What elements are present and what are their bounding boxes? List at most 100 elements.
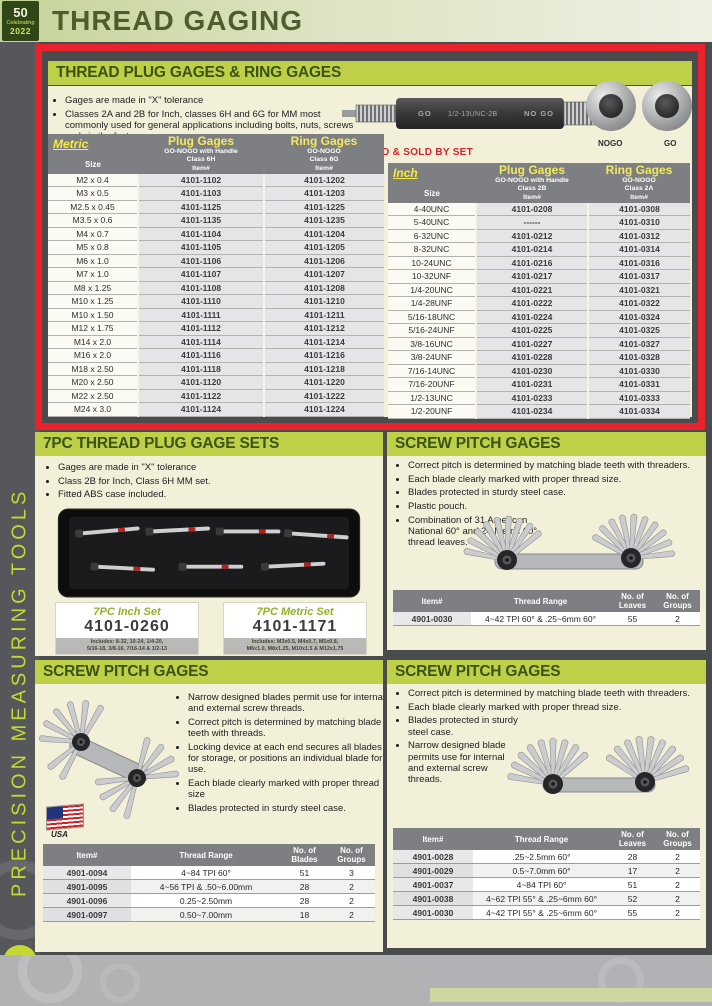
bullet-item: Blades protected in sturdy steel case. — [408, 715, 520, 737]
priced-sold-note: PRICED & SOLD BY SET — [350, 147, 474, 158]
usa-label: USA — [51, 830, 68, 839]
section-screw-pitch-locking: SCREW PITCH GAGES Narrow designed blades… — [35, 660, 383, 952]
bullet-item: Correct pitch is determined by matching … — [408, 460, 706, 471]
logo-year: 2022 — [10, 25, 31, 36]
bullet-item: Each blade clearly marked with proper th… — [188, 778, 383, 800]
table-row: 6-32UNC 4101-0212 4101-0312 — [388, 229, 690, 244]
table-row: M6 x 1.0 4101-1106 4101-1206 — [48, 254, 384, 269]
metric-gage-table: Metric Size Plug Gages GO-NOGO with Hand… — [48, 134, 384, 417]
screw-pitch-gage-image — [462, 513, 676, 570]
section-title-screw-pitch-locking: SCREW PITCH GAGES — [35, 660, 383, 684]
combo-bullets: Correct pitch is determined by matching … — [395, 460, 706, 551]
sidebar-vertical-label: PRECISION MEASURING TOOLS — [8, 487, 31, 897]
table-row: M16 x 2.0 4101-1116 4101-1216 — [48, 348, 384, 363]
bullet-item: Each blade clearly marked with proper th… — [408, 474, 706, 485]
screw-pitch-gage-image — [39, 699, 179, 820]
sidebar: PRECISION MEASURING TOOLS 31 — [0, 42, 40, 955]
table-row: M5 x 0.8 4101-1105 4101-1205 — [48, 240, 384, 255]
inch-size-header: Inch Size — [388, 163, 476, 203]
bullet-item: Narrow designed blade permits use for in… — [408, 740, 520, 785]
page-header: 50 Celebrating 2022 THREAD GAGING — [0, 0, 712, 42]
inch-table-body: 4-40UNC 4101-0208 4101-0308 5-40UNC ------ 41… — [388, 202, 690, 419]
ring-go-label: GO — [664, 139, 677, 148]
plug-thread-left — [355, 104, 397, 123]
bullet-item: Gages are made in "X" tolerance — [65, 95, 365, 106]
metric-table-header-row: Metric Size Plug Gages GO-NOGO with Hand… — [48, 134, 384, 174]
table-row: 5-40UNC ------ 4101-0310 — [388, 215, 690, 230]
ring-gages-image — [586, 81, 692, 131]
table-row: M4 x 0.7 4101-1104 4101-1204 — [48, 227, 384, 242]
logo-50: 50 — [13, 4, 28, 20]
metric-region-label: Metric — [53, 137, 89, 151]
page-title: THREAD GAGING — [52, 5, 303, 36]
locking-table: Item# Thread Range No. of Blades No. of … — [43, 844, 375, 923]
narrow-bullets: Correct pitch is determined by matching … — [395, 688, 706, 788]
set-item-metric: 4101-1171 — [252, 618, 338, 635]
combo-table-header-row: Item# Thread Range No. of Leaves No. of … — [393, 590, 700, 613]
gear-icon — [0, 860, 40, 940]
table-row: 1/4-28UNF 4101-0222 4101-0322 — [388, 296, 690, 311]
table-row: 5/16-24UNF 4101-0225 4101-0325 — [388, 323, 690, 338]
table-row: M3.5 x 0.6 4101-1135 4101-1235 — [48, 213, 384, 228]
section-title-screw-pitch-combo: SCREW PITCH GAGES — [387, 432, 706, 456]
bullet-item: Correct pitch is determined by matching … — [188, 717, 383, 739]
footer-accent-bar — [430, 988, 712, 1002]
gear-icon — [100, 963, 140, 1003]
section-screw-pitch-narrow: SCREW PITCH GAGES Correct pitch is deter… — [387, 660, 706, 948]
page-footer — [0, 955, 712, 1006]
table-row: M10 x 1.25 4101-1110 4101-1210 — [48, 294, 384, 309]
table-row: 10-32UNF 4101-0217 4101-0317 — [388, 269, 690, 284]
set-item-inch: 4101-0260 — [84, 618, 170, 635]
table-row: 5/16-18UNC 4101-0224 4101-0324 — [388, 310, 690, 325]
table-row: 7/16-20UNF 4101-0231 4101-0331 — [388, 377, 690, 392]
bullet-item: Each blade clearly marked with proper th… — [408, 702, 706, 713]
ring-nogo-label: NOGO — [598, 139, 623, 148]
table-row: 4901-0030 4~42 TPI 60° & .25~6mm 60° 55 2 — [393, 612, 700, 627]
inch-size-label: Size — [423, 189, 440, 198]
usa-flag-icon: USA — [47, 804, 83, 839]
table-row: M7 x 1.0 4101-1107 4101-1207 — [48, 267, 384, 282]
table-row: 1/2-13UNC 4101-0233 4101-0333 — [388, 391, 690, 406]
gage-bars — [74, 526, 349, 572]
bullet-item: Blades protected in sturdy steel case. — [408, 487, 706, 498]
screw-pitch-gage-image — [506, 735, 691, 794]
locking-table-header-row: Item# Thread Range No. of Blades No. of … — [43, 844, 375, 867]
plug-shaft — [342, 110, 362, 117]
locking-bullets: Narrow designed blades permit use for in… — [175, 692, 383, 817]
bullet-item: Locking device at each end secures all b… — [188, 742, 383, 776]
bullet-item: Plastic pouch. — [408, 501, 706, 512]
combo-table: Item# Thread Range No. of Leaves No. of … — [393, 590, 700, 627]
set-label-inch: 7PC Inch Set 4101-0260 Includes: 8-32, 1… — [55, 602, 199, 655]
table-row: 10-24UNC 4101-0216 4101-0316 — [388, 256, 690, 271]
metric-table-body: M2 x 0.4 4101-1102 4101-1202 M3 x 0.5 4101-1… — [48, 173, 384, 417]
inch-gage-table: Inch Size Plug Gages GO-NOGO with Handle… — [388, 163, 690, 419]
table-row: 3/8-24UNF 4101-0228 4101-0328 — [388, 350, 690, 365]
table-row: 1/4-20UNC 4101-0221 4101-0321 — [388, 283, 690, 298]
table-row: 3/8-16UNC 4101-0227 4101-0327 — [388, 337, 690, 352]
plug-body — [396, 98, 564, 129]
table-row: 4-40UNC 4101-0208 4101-0308 — [388, 202, 690, 217]
gear-icon — [18, 955, 82, 1003]
inch-plug-header: Plug Gages GO-NOGO with Handle Class 2B … — [476, 163, 588, 203]
table-row: M8 x 1.25 4101-1108 4101-1208 — [48, 281, 384, 296]
section-title-7pc-sets: 7PC THREAD PLUG GAGE SETS — [35, 432, 383, 456]
table-row: M20 x 2.50 4101-1120 4101-1220 — [48, 375, 384, 390]
table-row: 4901-0096 0.25~2.50mm 28 2 — [43, 893, 375, 909]
company-logo: 50 Celebrating 2022 — [2, 1, 39, 41]
page-number-badge: 31 — [4, 945, 36, 955]
table-row: 4901-0030 4~42 TPI 55° & .25~6mm 60° 55 2 — [393, 905, 700, 921]
table-row: M12 x 1.75 4101-1112 4101-1212 — [48, 321, 384, 336]
set-name-inch: 7PC Inch Set — [93, 606, 161, 618]
locking-table-body: 4901-0094 4~84 TPI 60° 51 3 4901-0095 4~56 TP… — [43, 866, 375, 923]
bullet-item: Gages are made in "X" tolerance — [58, 462, 378, 473]
table-row: 1/2-20UNF 4101-0234 4101-0334 — [388, 404, 690, 419]
inch-table-header-row: Inch Size Plug Gages GO-NOGO with Handle… — [388, 163, 690, 203]
bullet-item: Fitted ABS case included. — [58, 489, 378, 500]
plug-gage-image: GO 1/2-13UNC-2B NO GO — [342, 98, 599, 129]
table-row: M22 x 2.50 4101-1122 4101-1222 — [48, 389, 384, 404]
metric-size-label: Size — [84, 160, 101, 169]
table-row: 4901-0095 4~56 TPI & .50~6.00mm 28 2 — [43, 879, 375, 895]
table-row: 8-32UNC 4101-0214 4101-0314 — [388, 242, 690, 257]
combo-table-body: 4901-0030 4~42 TPI 60° & .25~6mm 60° 55 2 — [393, 612, 700, 627]
